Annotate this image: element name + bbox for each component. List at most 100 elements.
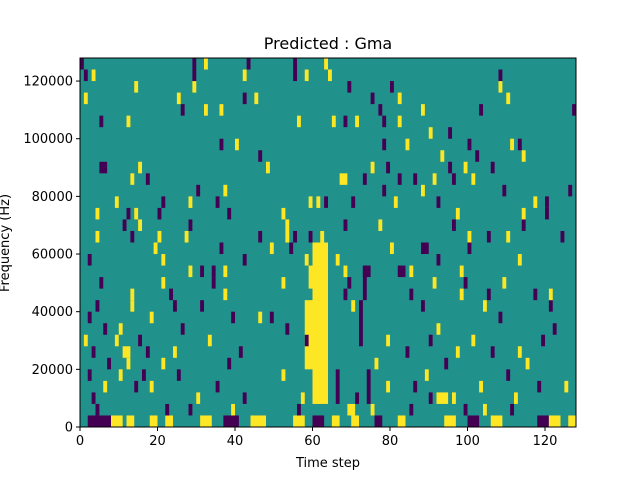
- heatmap-cell: [138, 161, 143, 174]
- heatmap-cell: [498, 69, 503, 82]
- heatmap-cell: [343, 219, 348, 231]
- heatmap-cell: [386, 334, 391, 347]
- heatmap-cell: [281, 369, 286, 381]
- heatmap-cell: [366, 369, 371, 404]
- heatmap-cell: [300, 392, 305, 404]
- heatmap-cell: [180, 323, 185, 335]
- heatmap-cell: [386, 161, 391, 174]
- heatmap-cell: [467, 230, 472, 243]
- heatmap-cell: [390, 242, 394, 255]
- heatmap-cell: [83, 334, 88, 347]
- heatmap-cell: [324, 196, 329, 208]
- heatmap-cell: [293, 69, 298, 82]
- y-tick-label: 60000: [32, 248, 73, 263]
- heatmap-cell: [219, 242, 224, 255]
- heatmap-cell: [95, 300, 100, 312]
- heatmap-cell: [378, 219, 383, 231]
- heatmap-cell: [568, 415, 576, 427]
- plot-frame: [79, 57, 577, 428]
- heatmap-cell: [266, 161, 270, 174]
- heatmap-cell: [87, 311, 92, 324]
- heatmap-cell: [87, 369, 92, 381]
- heatmap-cell: [521, 207, 526, 220]
- heatmap-cell: [432, 277, 437, 289]
- heatmap-cell: [223, 288, 228, 301]
- x-axis-label: Time step: [295, 456, 360, 471]
- heatmap-cell: [83, 92, 88, 105]
- heatmap-cell: [370, 92, 375, 105]
- heatmap-cell: [308, 196, 313, 208]
- heatmap-cell: [514, 392, 518, 404]
- heatmap-cell: [432, 173, 437, 185]
- heatmap-cell: [545, 207, 549, 220]
- heatmap-cell: [215, 380, 220, 393]
- heatmap-cell: [517, 138, 522, 151]
- heatmap-cell: [548, 288, 553, 301]
- heatmap-cell: [196, 184, 201, 197]
- heatmap-cell: [134, 81, 139, 93]
- heatmap-cell: [506, 369, 511, 381]
- heatmap-cell: [479, 104, 484, 116]
- heatmap-cell: [308, 230, 313, 243]
- heatmap-cell: [99, 277, 104, 289]
- heatmap-cell: [397, 265, 406, 278]
- heatmap-cell: [510, 138, 515, 151]
- heatmap-cell: [103, 380, 108, 393]
- heatmap-cell: [397, 415, 406, 427]
- heatmap-cell: [370, 161, 375, 174]
- heatmap-cell: [219, 104, 224, 116]
- heatmap-cell: [285, 323, 290, 335]
- heatmap-cell: [297, 403, 301, 416]
- heatmap-cell: [87, 415, 111, 427]
- heatmap-cell: [126, 357, 131, 370]
- heatmap-cell: [510, 403, 515, 416]
- heatmap-cell: [541, 334, 546, 347]
- heatmap-cell: [149, 380, 154, 393]
- heatmap-cell: [339, 173, 348, 185]
- heatmap-cell: [378, 104, 383, 116]
- heatmap-cell: [258, 150, 263, 162]
- heatmap-cell: [421, 104, 425, 116]
- heatmap-cell: [490, 346, 495, 358]
- heatmap-cell: [351, 300, 356, 312]
- heatmap-cells: [80, 58, 577, 427]
- heatmap-cell: [223, 265, 228, 278]
- heatmap-cell: [486, 288, 491, 301]
- heatmap-cell: [517, 254, 522, 266]
- heatmap-cell: [242, 69, 247, 82]
- heatmap-cell: [157, 230, 162, 243]
- heatmap-cell: [254, 92, 259, 105]
- heatmap-cell: [289, 242, 294, 255]
- heatmap-cell: [428, 392, 433, 404]
- x-tick-label: 120: [533, 434, 558, 449]
- heatmap-cell: [211, 277, 216, 289]
- x-tick-label: 40: [227, 434, 244, 449]
- heatmap-cell: [452, 392, 456, 404]
- heatmap-cell: [130, 300, 135, 312]
- heatmap-cell: [533, 196, 538, 208]
- heatmap-cell: [521, 150, 526, 162]
- y-axis-ticks: 0 20000 40000 60000 80000 100000 120000: [23, 75, 80, 436]
- heatmap-cell: [130, 173, 135, 185]
- heatmap-cell: [467, 415, 480, 427]
- heatmap-cell: [308, 265, 317, 289]
- heatmap-cell: [409, 265, 414, 278]
- heatmap-cell: [355, 392, 360, 404]
- heatmap-cell: [463, 403, 468, 416]
- heatmap-cell: [413, 173, 418, 185]
- heatmap-cell: [448, 127, 453, 139]
- heatmap-cell: [111, 415, 123, 427]
- heatmap-cell: [409, 288, 414, 301]
- heatmap-cell: [134, 207, 139, 220]
- heatmap-cell: [471, 334, 476, 347]
- heatmap-cell: [188, 403, 193, 416]
- heatmap-cell: [192, 81, 197, 93]
- heatmap-cell: [483, 300, 487, 312]
- heatmap-cell: [545, 196, 549, 208]
- heatmap-cell: [242, 392, 247, 404]
- heatmap-cell: [421, 300, 425, 312]
- heatmap-cell: [180, 104, 185, 116]
- heatmap-cell: [506, 230, 511, 243]
- heatmap-cell: [452, 219, 456, 231]
- heatmap-cell: [130, 230, 135, 243]
